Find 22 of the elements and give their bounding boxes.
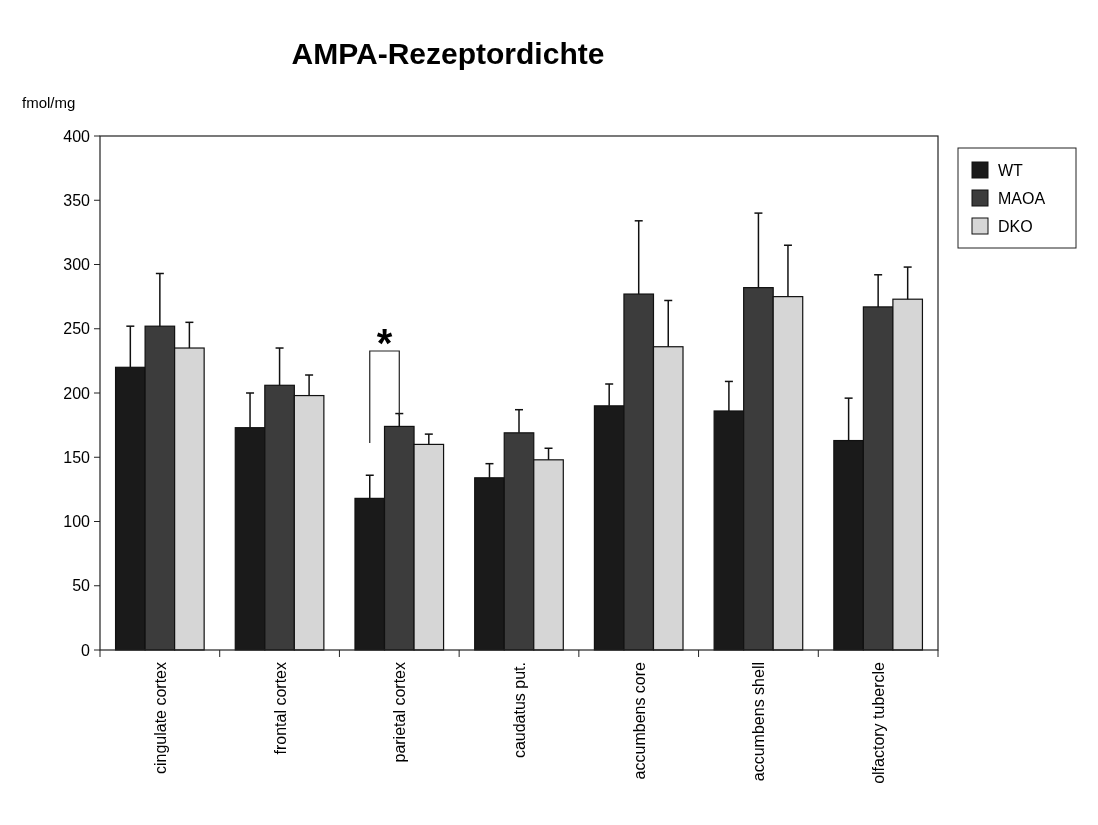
y-tick-label: 250	[63, 320, 91, 338]
legend-label: DKO	[998, 217, 1033, 235]
legend-label: MAOA	[998, 189, 1046, 207]
y-tick-label: 100	[63, 513, 91, 531]
x-tick-label: caudatus put.	[511, 662, 528, 759]
x-tick-label: accumbens core	[630, 661, 648, 780]
y-tick-label: 50	[72, 577, 91, 595]
x-tick-label: olfactory tubercle	[870, 661, 888, 784]
annotation: *	[376, 321, 393, 365]
legend-label: WT	[998, 161, 1024, 179]
y-tick-label: 200	[63, 384, 91, 402]
y-axis-title: fmol/mg	[22, 94, 76, 111]
y-tick-label: 300	[63, 256, 91, 274]
chart-title: AMPA-Rezeptordichte	[291, 37, 605, 70]
y-tick-label: 350	[63, 191, 91, 209]
y-tick-label: 0	[81, 641, 91, 659]
y-tick-label: 150	[63, 448, 91, 466]
x-tick-label: accumbens shell	[750, 662, 768, 782]
x-tick-label: parietal cortex	[391, 662, 409, 763]
y-tick-label: 400	[63, 127, 91, 145]
x-tick-label: frontal cortex	[271, 662, 289, 755]
x-tick-label: cingulate cortex	[151, 662, 169, 775]
